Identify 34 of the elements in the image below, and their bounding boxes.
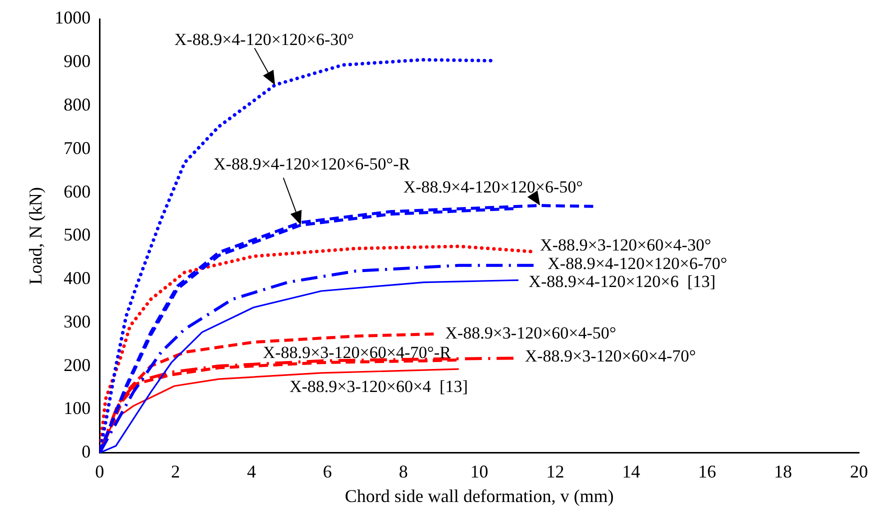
y-tick-label: 200 [64,354,91,375]
y-tick-label: 1000 [54,8,91,28]
series-label: X-88.9×3-120×60×4 [13] [289,377,468,396]
y-tick-label: 600 [64,181,91,202]
series-label: X-88.9×4-120×120×6-50° [403,178,583,197]
series-label: X-88.9×4-120×120×6 [13] [528,272,716,292]
series-label: X-88.9×3-120×60×4-30° [540,236,712,255]
x-tick-label: 18 [774,461,792,482]
x-axis-title: Chord side wall deformation, v (mm) [344,486,614,506]
x-tick-label: 10 [470,461,488,482]
y-tick-label: 800 [64,94,91,114]
y-tick-label: 100 [64,398,91,418]
y-tick-label: 300 [64,311,91,332]
y-tick-label: 900 [64,51,91,72]
series-label: X-88.9×4-120×120×6-70° [548,254,728,273]
text: X-88.9×4-120×120×6-50°-R [214,154,411,174]
x-tick-label: 6 [322,461,332,482]
y-tick-label: 500 [64,224,91,245]
series-label: X-88.9×3-120×60×4-70°-R [262,343,452,362]
x-tick-label: 0 [95,461,104,482]
y-axis-title: Load, N (kN) [26,187,46,285]
y-tick-label: 700 [64,138,91,158]
series-label: X-88.9×4-120×120×6-30° [174,30,354,50]
y-tick-label: 0 [82,442,91,462]
x-tick-label: 2 [171,461,180,482]
x-tick-label: 8 [398,461,408,482]
x-tick-label: 16 [698,461,716,482]
x-tick-label: 14 [622,461,640,482]
x-tick-label: 12 [546,461,564,482]
y-tick-label: 400 [64,268,91,288]
series-label: X-88.9×3-120×60×4-70° [524,346,696,366]
x-tick-label: 4 [246,461,256,482]
x-tick-label: 20 [850,461,868,482]
series-label: X-88.9×3-120×60×4-50° [445,323,616,342]
